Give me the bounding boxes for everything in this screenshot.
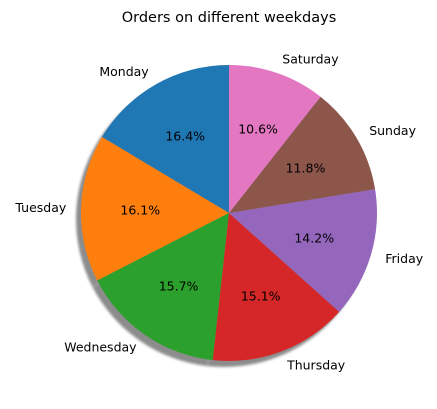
slice-label-sunday: Sunday [369,123,416,138]
pie-slice-monday [102,65,229,213]
slice-percent-friday: 14.2% [294,230,334,245]
slice-label-tuesday: Tuesday [14,200,66,215]
pie-slice-saturday [229,65,321,213]
pie-slice-thursday [212,213,340,361]
slice-percent-wednesday: 15.7% [159,279,199,294]
pie-slice-wednesday [97,213,229,361]
slice-label-wednesday: Wednesday [64,340,137,355]
slice-label-friday: Friday [385,251,423,266]
slice-percent-tuesday: 16.1% [120,203,160,218]
slice-label-saturday: Saturday [282,52,339,67]
slice-label-monday: Monday [99,64,149,79]
slice-percent-thursday: 15.1% [241,288,281,303]
slice-percent-sunday: 11.8% [286,160,326,175]
pie-labels: Monday 16.4% Tuesday 16.1% Wednesday 15.7% Thu… [14,52,423,373]
pie-slice-tuesday [81,136,230,281]
pie-slices [81,65,377,361]
slice-percent-monday: 16.4% [165,128,205,143]
slice-percent-saturday: 10.6% [238,122,278,137]
pie-slice-friday [229,189,377,312]
slice-label-thursday: Thursday [286,358,346,373]
chart-title: Orders on different weekdays [122,10,337,26]
pie-slice-sunday [229,96,376,213]
